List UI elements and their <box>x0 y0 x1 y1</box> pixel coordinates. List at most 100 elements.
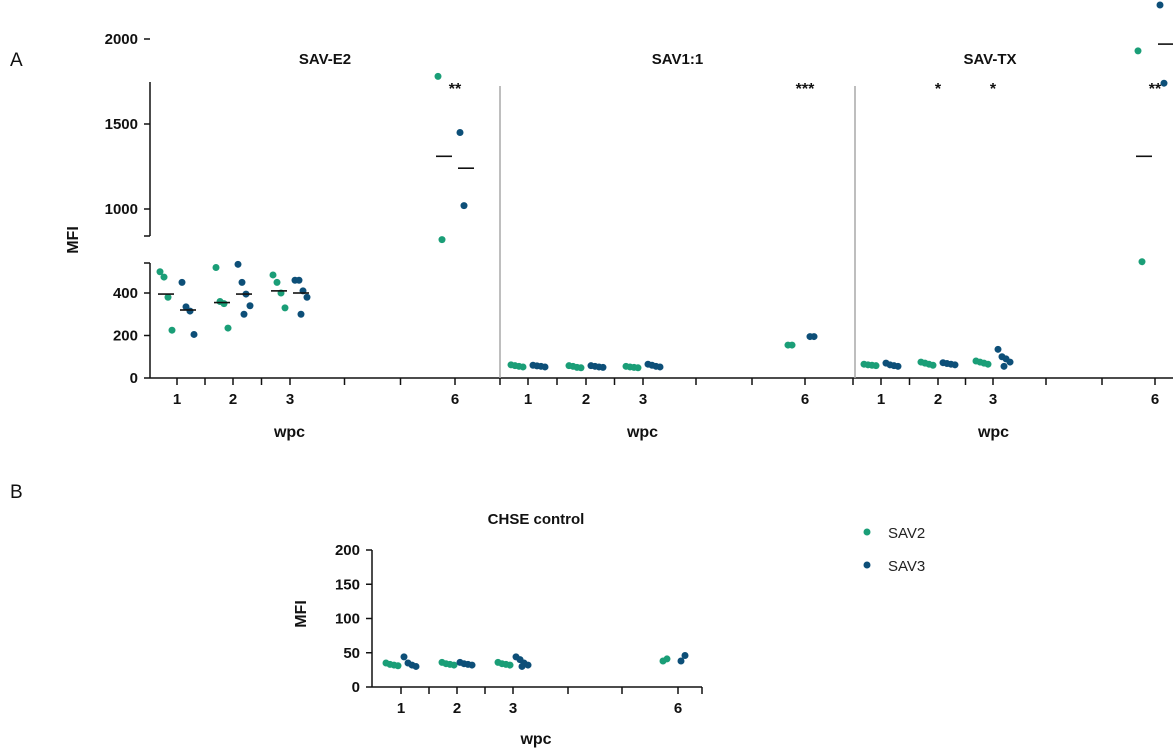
data-point-sav2 <box>506 661 514 669</box>
y-tick-label: 0 <box>130 370 138 387</box>
x-tick-label: 2 <box>582 391 590 408</box>
x-tick-label: 3 <box>509 700 517 717</box>
x-tick-label: 1 <box>173 391 181 408</box>
y-axis-label: MFI <box>65 226 82 254</box>
panel-a: 02004001000150020002500MFISAV-E21236wpc*… <box>65 1 1173 441</box>
data-point-sav3 <box>412 662 420 670</box>
data-point-sav2 <box>872 362 880 370</box>
y-axis-label: MFI <box>293 600 310 628</box>
data-point-sav2 <box>160 273 168 281</box>
x-tick-label: 6 <box>451 391 459 408</box>
x-tick-label: 6 <box>674 700 682 717</box>
data-point-sav3 <box>1156 1 1164 9</box>
data-point-sav2 <box>224 324 232 332</box>
x-tick-label: 3 <box>286 391 294 408</box>
data-point-sav3 <box>994 345 1002 353</box>
data-point-sav3 <box>297 310 305 318</box>
data-point-sav2 <box>156 268 164 276</box>
data-point-sav3 <box>460 202 468 210</box>
data-point-sav2 <box>1138 258 1146 266</box>
data-point-sav2 <box>788 341 796 349</box>
x-tick-label: 1 <box>397 700 405 717</box>
subplot-title: CHSE control <box>488 511 585 528</box>
data-point-sav2 <box>663 655 671 663</box>
legend-label-sav2: SAV2 <box>888 525 925 542</box>
y-tick-label: 1000 <box>105 201 138 218</box>
data-point-sav2 <box>434 72 442 80</box>
data-point-sav2 <box>1134 47 1142 55</box>
subplot-chse-control: 0 50 100 150 200 MFI CHSE control 1 2 3 6 wpc <box>293 511 703 748</box>
subplot-sav-e2: SAV-E2 1 2 3 6 wpc ** <box>156 51 474 441</box>
legend-marker-sav2 <box>863 528 871 536</box>
x-tick-label: 6 <box>801 391 809 408</box>
data-point-sav2 <box>212 264 220 271</box>
y-tick-label: 50 <box>343 645 360 662</box>
y-tick-label: 200 <box>113 328 138 345</box>
panel-label-b: B <box>10 482 23 503</box>
data-point-sav2 <box>273 278 281 286</box>
data-point-sav2 <box>281 304 289 312</box>
x-tick-label: 2 <box>229 391 237 408</box>
data-point-sav2 <box>519 363 527 371</box>
x-axis-label: wpc <box>977 424 1009 441</box>
data-point-sav3 <box>681 651 689 659</box>
y-tick-label: 0 <box>352 679 360 696</box>
data-point-sav2 <box>164 293 172 301</box>
data-point-sav3 <box>524 661 532 669</box>
data-point-sav2 <box>450 661 458 669</box>
data-point-sav3 <box>1006 358 1014 366</box>
x-tick-label: 1 <box>524 391 532 408</box>
x-axis-label: wpc <box>273 424 305 441</box>
subplot-sav1-1: SAV1:1 1 2 3 6 wpc *** <box>499 51 818 441</box>
legend: SAV2 SAV3 <box>863 525 925 575</box>
data-point-sav3 <box>468 661 476 669</box>
data-point-sav3 <box>303 293 311 301</box>
data-point-sav3 <box>234 260 242 268</box>
data-point-sav3 <box>656 363 664 371</box>
y-tick-label: 200 <box>335 542 360 559</box>
data-point-sav2 <box>634 364 642 372</box>
significance-label: * <box>935 81 942 98</box>
y-tick-label: 100 <box>335 611 360 628</box>
x-tick-label: 3 <box>639 391 647 408</box>
panel-label-a: A <box>10 50 23 71</box>
data-point-sav3 <box>240 310 248 318</box>
data-point-sav3 <box>400 653 408 661</box>
x-tick-label: 1 <box>877 391 885 408</box>
data-point-sav3 <box>456 129 464 136</box>
significance-label: ** <box>1149 81 1162 98</box>
y-tick-label: 2000 <box>105 31 138 48</box>
x-tick-label: 2 <box>453 700 461 717</box>
y-tick-label: 1500 <box>105 116 138 133</box>
data-point-sav2 <box>929 361 937 369</box>
charts: 0 200 400 1000 1500 2000 2 50 0 MFI SAV-E2 1 2 3 6 wpc *… <box>65 1 1173 748</box>
data-point-sav2 <box>438 236 446 244</box>
data-point-sav3 <box>518 662 526 670</box>
data-point-sav3 <box>599 363 607 371</box>
data-point-sav3 <box>246 302 254 310</box>
data-point-sav2 <box>269 271 277 279</box>
legend-marker-sav3 <box>863 561 871 569</box>
x-tick-label: 3 <box>989 391 997 408</box>
data-point-sav3 <box>810 333 818 341</box>
data-point-sav3 <box>295 276 303 284</box>
significance-label: * <box>990 81 997 98</box>
x-tick-label: 6 <box>1151 391 1159 408</box>
data-point-sav3 <box>1160 79 1168 87</box>
subplot-title: SAV-TX <box>963 51 1016 68</box>
data-point-sav3 <box>1000 362 1008 370</box>
data-point-sav2 <box>220 300 228 308</box>
data-point-sav3 <box>178 278 186 286</box>
significance-label: ** <box>449 81 462 98</box>
data-point-sav3 <box>894 362 902 370</box>
subplot-title: SAV1:1 <box>652 51 703 68</box>
data-point-sav2 <box>168 326 176 334</box>
y-tick-label: 150 <box>335 576 360 593</box>
data-point-sav2 <box>577 364 585 372</box>
x-tick-label: 2 <box>934 391 942 408</box>
data-point-sav3 <box>541 363 549 371</box>
data-point-sav3 <box>190 330 198 338</box>
data-point-sav2 <box>394 662 402 670</box>
